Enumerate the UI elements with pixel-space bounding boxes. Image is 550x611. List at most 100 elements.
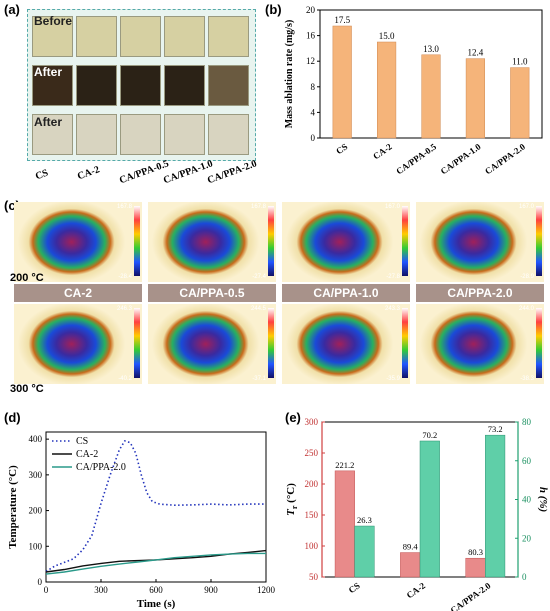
- thermal-image: 243.3 -35.9: [282, 304, 410, 384]
- legend-label: CA-2: [76, 449, 98, 460]
- bar-value-label: 221.2: [335, 460, 354, 470]
- scale-max-label: 244.5: [250, 306, 266, 312]
- temp-label-300: 300 °C: [10, 383, 44, 395]
- y-tick-label: 20: [306, 5, 316, 15]
- scale-min-label: -27.8: [386, 274, 400, 280]
- y-tick-label-left: 100: [305, 541, 319, 551]
- y-tick-label-right: 80: [522, 417, 532, 427]
- color-scale-bar: [268, 206, 274, 276]
- y-axis-label-right: h (%): [537, 487, 549, 512]
- thermal-image-area: 167.8 -28.4 167.8 -27.4 167.0 -27.8 167.0 -28.9…: [4, 200, 544, 412]
- col-label-ca2: CA-2: [76, 164, 102, 183]
- chart-b: 0 4 8 12 16 20 Mass ablation rate (mg/s) 17.5 CS…: [284, 5, 543, 176]
- y-tick-label: 100: [29, 541, 43, 551]
- thermal-image: 167.0 -28.9: [416, 202, 544, 282]
- y-tick-label-left: 150: [305, 510, 319, 520]
- scale-max-label: 244.0: [518, 306, 534, 312]
- sample-tile: [76, 65, 117, 106]
- thermal-image: 244.5 -37.1: [148, 304, 276, 384]
- y-tick-label-left: 50: [309, 572, 319, 582]
- bar-h: [354, 525, 375, 578]
- bar-value-label: 80.3: [468, 547, 483, 557]
- bar-value-label: 73.2: [488, 424, 503, 434]
- color-scale-bar: [402, 206, 408, 276]
- sample-tile: [32, 114, 73, 155]
- scale-max-label: 246.3: [116, 306, 132, 312]
- x-axis-label: Time (s): [137, 598, 176, 610]
- y-axis-label-left: Tr (°C): [285, 483, 299, 516]
- bar-h: [419, 440, 440, 578]
- x-tick-label: CS: [334, 141, 349, 156]
- bar-value-label: 26.3: [357, 515, 372, 525]
- chart-d: 0 100 200 300 400 0 300 600 900 1200 Time (s) Tempe…: [7, 431, 276, 610]
- scale-min-label: -38.3: [520, 376, 534, 382]
- y-tick-label-left: 300: [305, 417, 319, 427]
- sample-band-label: CA/PPA-2.0: [416, 284, 544, 302]
- y-tick-label: 8: [311, 82, 316, 92]
- bar-tr: [400, 552, 421, 578]
- thermal-image: 244.0 -38.3: [416, 304, 544, 384]
- y-tick-label-right: 20: [522, 533, 532, 543]
- scale-max-label: 167.8: [116, 204, 132, 210]
- series-line: [45, 439, 266, 572]
- row-label-before: Before: [34, 14, 73, 28]
- color-scale-bar: [402, 308, 408, 378]
- y-tick-label: 16: [306, 31, 316, 41]
- color-scale-bar: [536, 206, 542, 276]
- scale-max-label: 167.8: [250, 204, 266, 210]
- x-tick-label: 300: [94, 585, 108, 595]
- x-tick-label: CA-2: [371, 141, 394, 161]
- bar-value-label: 15.0: [379, 31, 395, 41]
- sample-tile: [164, 114, 205, 155]
- bar-tr: [334, 470, 355, 578]
- legend-label: CS: [76, 436, 88, 447]
- legend-label: CA/PPA-2.0: [76, 462, 126, 473]
- thermal-image: 246.3 -40.2: [14, 304, 142, 384]
- y-tick-label: 0: [38, 577, 43, 587]
- bar-value-label: 17.5: [334, 15, 350, 25]
- sample-tile: [76, 114, 117, 155]
- sample-band-label: CA-2: [14, 284, 142, 302]
- col-label-ca-ppa-05: CA/PPA-0.5: [118, 158, 171, 187]
- sample-tile: [164, 16, 205, 57]
- series-line: [45, 552, 266, 575]
- sample-tile: [208, 65, 249, 106]
- y-tick-label: 4: [311, 107, 316, 117]
- sample-tile: [120, 114, 161, 155]
- y-tick-label-left: 250: [305, 448, 319, 458]
- sample-tile: [120, 16, 161, 57]
- bar-value-label: 70.2: [422, 430, 437, 440]
- scale-max-label: 167.0: [518, 204, 534, 210]
- color-scale-bar: [134, 206, 140, 276]
- x-tick-label: 1200: [257, 585, 276, 595]
- y-tick-label: 0: [311, 133, 316, 143]
- y-tick-label: 400: [29, 434, 43, 444]
- panel-label-d: (d): [4, 410, 21, 425]
- sample-tile: [32, 65, 73, 106]
- bar-tr: [465, 557, 486, 578]
- scale-max-label: 243.3: [384, 306, 400, 312]
- y-tick-label-left: 200: [305, 479, 319, 489]
- thermal-image: 167.8 -27.4: [148, 202, 276, 282]
- y-tick-label: 200: [29, 506, 43, 516]
- thermal-image: 167.0 -27.8: [282, 202, 410, 282]
- bar: [465, 58, 485, 139]
- bar: [377, 41, 397, 139]
- bar-value-label: 13.0: [423, 44, 439, 54]
- y-tick-label: 300: [29, 470, 43, 480]
- x-tick-label: CA-2: [405, 580, 428, 600]
- color-scale-bar: [268, 308, 274, 378]
- row-label-after-2: After: [34, 115, 63, 129]
- x-tick-label: CA/PPA-2.0: [449, 580, 493, 611]
- sample-tile: [76, 16, 117, 57]
- bar: [421, 54, 441, 139]
- sample-band-label: CA/PPA-1.0: [282, 284, 410, 302]
- scale-min-label: -28.4: [118, 274, 132, 280]
- temp-label-200: 200 °C: [10, 272, 44, 284]
- x-tick-label: 900: [204, 585, 218, 595]
- bar-value-label: 89.4: [403, 542, 419, 552]
- sample-tile: [120, 65, 161, 106]
- bar: [510, 67, 530, 139]
- y-axis-label: Temperature (°C): [7, 465, 19, 549]
- bar-value-label: 12.4: [468, 48, 484, 58]
